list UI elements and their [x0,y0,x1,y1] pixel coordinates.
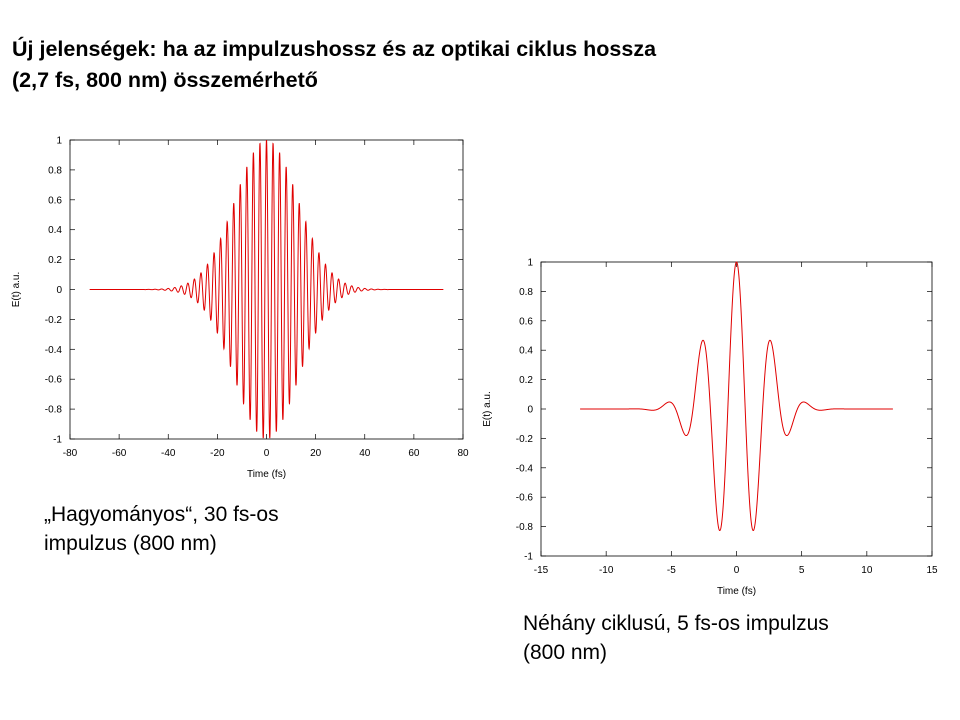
x-tick-label: -10 [599,565,614,576]
title-line-2: (2,7 fs, 800 nm) összemérhető [12,68,318,92]
x-tick-label: -60 [112,448,127,459]
y-tick-label: -0.6 [516,493,534,504]
y-tick-label: -0.8 [45,405,63,416]
y-tick-label: -1 [53,435,62,446]
y-tick-label: 0.2 [519,375,533,386]
caption-few-cycle-pulse: Néhány ciklusú, 5 fs-os impulzus (800 nm… [523,609,829,667]
x-tick-label: 15 [926,565,938,576]
y-tick-label: -1 [524,552,533,563]
x-axis-label: Time (fs) [247,469,286,480]
x-tick-label: 40 [359,448,371,459]
y-tick-label: -0.4 [45,345,63,356]
y-tick-label: -0.2 [516,434,534,445]
x-tick-label: 20 [310,448,322,459]
x-tick-label: -5 [667,565,676,576]
x-tick-label: 60 [408,448,420,459]
y-tick-label: 0.6 [48,195,62,206]
y-tick-label: 0 [56,285,62,296]
slide-title: Új jelenségek: ha az impulzushossz és az… [12,34,942,96]
series-line [89,139,444,439]
x-tick-label: 80 [457,448,469,459]
chart-long-pulse: -80 -60 -40 -20 0 20 40 60 80 1 0.8 0.6 0.4 0.2 0 -0.2 -… [11,136,469,481]
x-tick-label: -80 [63,448,78,459]
y-tick-label: 0.8 [519,287,533,298]
y-tick-label: 0.6 [519,316,533,327]
y-axis-label: E(t) a.u. [11,272,22,308]
y-tick-label: 0 [527,405,533,416]
x-tick-label: 0 [264,448,270,459]
x-axis-label: Time (fs) [717,586,756,597]
y-axis-label: E(t) a.u. [482,391,493,427]
y-tick-label: 0.2 [48,255,62,266]
x-tick-label: -20 [210,448,225,459]
y-tick-label: 1 [56,136,62,147]
caption-left-line-2: impulzus (800 nm) [44,532,217,555]
series-line [580,261,893,532]
title-line-1: Új jelenségek: ha az impulzushossz és az… [12,37,657,61]
y-tick-label: 0.8 [48,165,62,176]
caption-right-line-2: (800 nm) [523,641,608,664]
caption-left-line-1: „Hagyományos“, 30 fs-os [44,503,279,526]
y-tick-label: -0.2 [45,315,63,326]
caption-right-line-1: Néhány ciklusú, 5 fs-os impulzus [523,612,829,635]
y-tick-label: 0.4 [519,346,533,357]
x-tick-label: 10 [861,565,873,576]
chart-short-pulse: -15 -10 -5 0 5 10 15 1 0.8 0.6 0.4 0.2 0 -0.2 -0.4 -0.6… [482,258,938,598]
x-tick-label: 0 [734,565,740,576]
x-tick-label: -15 [534,565,549,576]
x-tick-label: 5 [799,565,805,576]
caption-conventional-pulse: „Hagyományos“, 30 fs-os impulzus (800 nm… [44,500,279,558]
y-tick-label: -0.6 [45,375,63,386]
y-tick-label: -0.4 [516,463,534,474]
y-tick-label: 0.4 [48,225,62,236]
x-tick-label: -40 [161,448,176,459]
y-tick-label: -0.8 [516,522,534,533]
y-tick-label: 1 [527,258,533,269]
